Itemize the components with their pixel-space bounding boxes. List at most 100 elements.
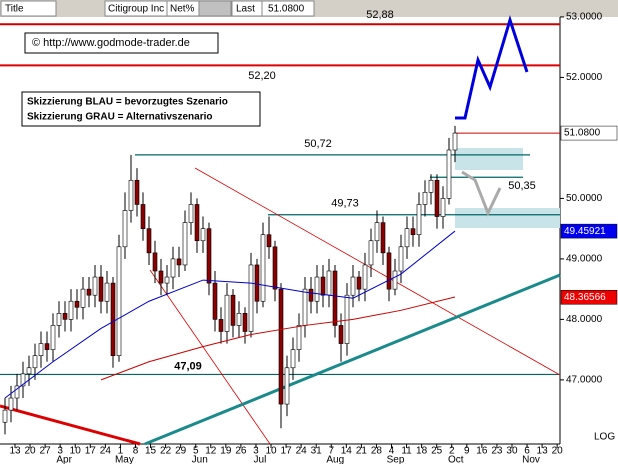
candle-body <box>284 367 290 405</box>
x-tick-label: 10 <box>265 446 277 457</box>
candle-body <box>356 276 362 290</box>
candle-body <box>152 252 158 272</box>
candle-body <box>392 270 398 290</box>
trend-line <box>0 404 141 446</box>
trend-line <box>194 167 561 376</box>
month-label: Jul <box>254 455 267 464</box>
scenario-blue <box>455 14 529 120</box>
moving-average <box>100 296 456 381</box>
header-last-label: Last <box>236 4 255 15</box>
month-label: May <box>115 455 134 464</box>
candle-body <box>422 192 428 205</box>
x-tick-label: 26 <box>235 446 247 457</box>
x-tick-label: 22 <box>160 446 172 457</box>
x-tick-label: 6 <box>524 446 530 457</box>
candle-body <box>128 179 134 211</box>
x-tick-label: 15 <box>145 446 157 457</box>
candle-body <box>146 228 152 254</box>
axis-marker <box>560 223 618 239</box>
y-tick-label: 50.0000 <box>566 193 603 204</box>
candle-body <box>260 234 266 302</box>
trend-line <box>144 273 561 446</box>
scenario-gray <box>461 170 502 217</box>
x-tick-label: 19 <box>220 446 232 457</box>
axis-marker-label: 51.0800 <box>564 128 601 139</box>
candle-body <box>176 258 182 266</box>
candle-body <box>320 276 326 296</box>
candle-body <box>98 276 104 302</box>
candle-body <box>314 276 320 302</box>
candle-body <box>122 210 128 248</box>
candle-body <box>38 343 44 356</box>
candle-body <box>206 228 212 284</box>
candle-body <box>86 288 92 296</box>
candle-body <box>446 149 452 199</box>
target-zone <box>455 208 560 228</box>
x-tick-label: 7 <box>328 446 334 457</box>
candle-body <box>8 397 14 411</box>
candle-body <box>278 288 284 405</box>
x-tick-label: 13 <box>537 446 549 457</box>
x-tick-label: 1 <box>118 446 124 457</box>
x-tick-label: 9 <box>464 446 470 457</box>
x-tick-label: 5 <box>193 446 199 457</box>
candle-body <box>200 228 206 242</box>
level-label: 52,88 <box>366 9 394 21</box>
candle-body <box>44 343 50 350</box>
x-tick-label: 17 <box>85 446 97 457</box>
candle-body <box>140 204 146 229</box>
candle-body <box>188 204 194 223</box>
x-tick-label: 12 <box>205 446 217 457</box>
candle-body <box>32 355 38 369</box>
axis-marker-label: 49.45921 <box>564 226 606 237</box>
x-tick-label: 14 <box>341 446 353 457</box>
candle-body <box>2 409 8 423</box>
x-tick-label: 3 <box>253 446 259 457</box>
header-cell <box>0 0 57 17</box>
candle-body <box>242 313 248 332</box>
candle-body <box>224 294 230 332</box>
candle-body <box>308 288 314 302</box>
level-label: 47,09 <box>174 360 202 372</box>
month-label: Apr <box>56 455 72 464</box>
x-tick-label: 24 <box>100 446 112 457</box>
candle-body <box>374 222 380 242</box>
candle-body <box>164 276 170 284</box>
candle-body <box>404 228 410 248</box>
axis-marker <box>560 290 618 305</box>
candle-body <box>368 240 374 266</box>
note-blue: Skizzierung BLAU = bevorzugtes Szenario <box>27 97 228 108</box>
candle-body <box>134 179 140 205</box>
x-tick-label: 10 <box>70 446 82 457</box>
x-tick-label: 25 <box>431 446 443 457</box>
candle-body <box>248 264 254 332</box>
candle-body <box>92 276 98 296</box>
y-tick-label: 52.0000 <box>566 72 603 83</box>
x-tick-label: 23 <box>491 446 503 457</box>
axis-marker-label: 48.36566 <box>564 292 606 303</box>
x-tick-label: 16 <box>476 446 488 457</box>
candle-body <box>236 313 242 326</box>
scale-label: LOG <box>594 432 615 443</box>
month-label: Sep <box>387 455 405 464</box>
x-tick-label: 18 <box>416 446 428 457</box>
y-tick-label: 53.0000 <box>566 12 603 23</box>
candle-body <box>434 179 440 217</box>
candle-body <box>290 349 296 369</box>
candle-body <box>326 270 332 296</box>
x-tick-label: 28 <box>371 446 383 457</box>
level-label: 52,20 <box>248 70 276 82</box>
header-cell <box>261 0 315 17</box>
candle-body <box>14 385 20 399</box>
candle-body <box>104 282 110 302</box>
candle-body <box>272 246 278 290</box>
candle-body <box>74 300 80 308</box>
note-box <box>21 91 261 127</box>
candle-body <box>410 228 416 236</box>
x-tick-label: 8 <box>133 446 139 457</box>
x-tick-label: 11 <box>401 446 412 457</box>
candle-body <box>182 222 188 266</box>
candle-body <box>386 252 392 290</box>
